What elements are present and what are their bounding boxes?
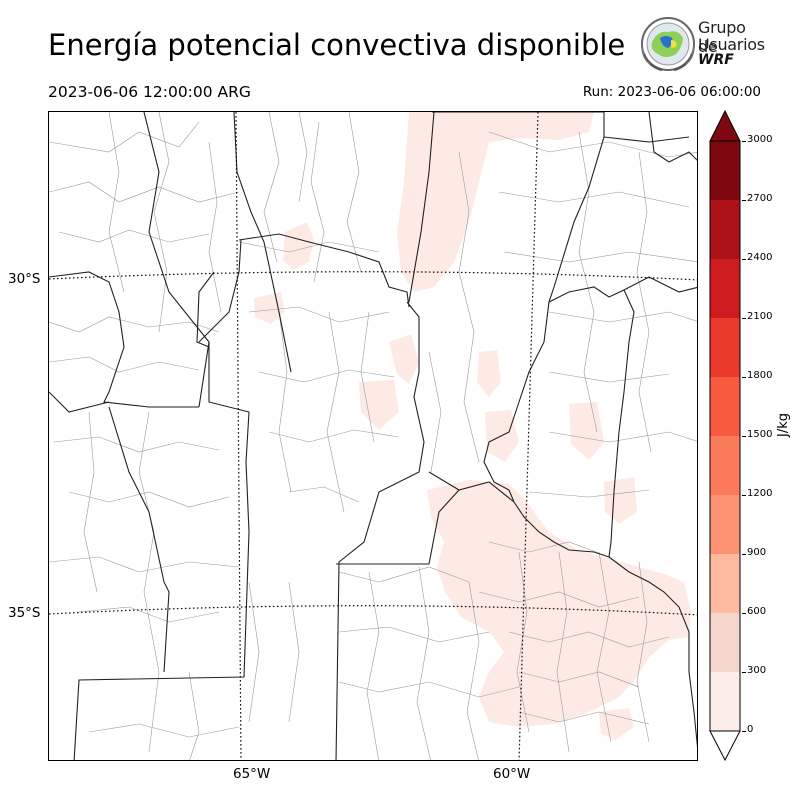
graticule: [49, 112, 697, 760]
colorbar-tick-label: 600: [747, 606, 767, 617]
logo-text-line2: Usuarios: [698, 35, 765, 54]
colorbar-tick-label: 300: [747, 665, 767, 676]
colorbar-segment: [710, 200, 740, 259]
colorbar-tick-mark: [742, 672, 746, 673]
colorbar-tick-mark: [742, 318, 746, 319]
colorbar-tick-mark: [742, 554, 746, 555]
valid-time: 2023-06-06 12:00:00 ARG: [48, 83, 251, 101]
colorbar-tick-mark: [742, 731, 746, 732]
colorbar-tick-label: 900: [747, 547, 767, 558]
colorbar-segment: [710, 495, 740, 554]
colorbar-tick-mark: [742, 200, 746, 201]
colorbar-segment: [710, 377, 740, 436]
colorbar-tick-mark: [742, 613, 746, 614]
lon-label-60w: 60°W: [493, 766, 531, 782]
province-borders: [49, 112, 697, 760]
colorbar-segment: [710, 318, 740, 377]
colorbar-tick-mark: [742, 259, 746, 260]
colorbar-tick-mark: [742, 141, 746, 142]
colorbar-segment: [710, 554, 740, 613]
colorbar-tick-label: 0: [747, 724, 754, 735]
colorbar-tick-label: 1500: [747, 429, 773, 440]
colorbar-tick-mark: [742, 377, 746, 378]
colorbar-under-triangle: [709, 730, 741, 762]
map-title: Energía potencial convectiva disponible: [48, 28, 626, 62]
colorbar-segment: [710, 613, 740, 672]
colorbar-tick-mark: [742, 436, 746, 437]
colorbar: [709, 109, 741, 762]
colorbar-segment: [710, 259, 740, 318]
colorbar-tick-mark: [742, 495, 746, 496]
logo-text-wrf: WRF: [698, 52, 734, 68]
lat-label-35s: 35°S: [8, 605, 41, 621]
lat-label-30s: 30°S: [8, 271, 41, 287]
run-time: Run: 2023-06-06 06:00:00: [582, 84, 761, 100]
colorbar-tick-label: 1800: [747, 370, 773, 381]
globe-seal-icon: [641, 17, 695, 72]
grupo-usuarios-wrf-logo: Grupo de Usuarios WRF: [638, 14, 765, 74]
map-svg: [49, 112, 697, 760]
colorbar-outline: [709, 140, 741, 732]
colorbar-over-triangle: [709, 109, 741, 142]
department-borders: [49, 112, 697, 760]
colorbar-segment: [710, 436, 740, 495]
colorbar-segment: [710, 672, 740, 731]
colorbar-tick-label: 1200: [747, 488, 773, 499]
colorbar-segment: [710, 141, 740, 200]
colorbar-tick-label: 2400: [747, 252, 773, 263]
colorbar-segments: [710, 141, 740, 731]
lon-label-65w: 65°W: [233, 766, 271, 782]
colorbar-tick-label: 3000: [747, 134, 773, 145]
colorbar-tick-label: 2700: [747, 193, 773, 204]
colorbar-tick-label: 2100: [747, 311, 773, 322]
colorbar-unit-label: J/kg: [776, 413, 791, 437]
map-canvas[interactable]: [48, 111, 698, 761]
logo-text-line1: Grupo de: [698, 18, 746, 56]
